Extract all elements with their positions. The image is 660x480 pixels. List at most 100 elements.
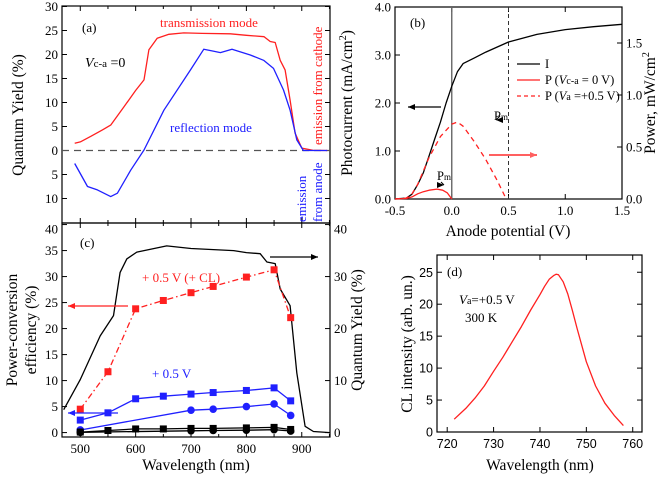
- panel-c-label: (c): [80, 235, 94, 250]
- series-line: [394, 188, 453, 200]
- y2-tick-label: 10: [334, 373, 347, 388]
- transmission-mode-label: transmission mode: [160, 15, 258, 30]
- legend: I P (Vc-a = 0 V) P (Va =+0.5 V): [517, 57, 620, 103]
- panel-c-ylabel-2: efficiency (%): [23, 286, 40, 375]
- panel-b-ylabel: Photocurrent (mA/cm2): [338, 30, 356, 176]
- panel-d-ylabel: CL intensity (arb. un.): [399, 275, 416, 413]
- data-point-circle: [209, 405, 217, 413]
- data-point-square: [132, 305, 140, 313]
- panel-b-xlabel: Anode potential (V): [446, 223, 571, 240]
- y-tick-label: 30: [45, 0, 58, 14]
- data-point-square: [287, 314, 295, 322]
- panel-c-y2label: Quantum Yield (%): [349, 269, 366, 391]
- data-point-square: [76, 416, 84, 424]
- y2-tick-label: 0.0: [626, 192, 642, 207]
- cl-series-label: + 0.5 V (+ CL): [142, 270, 220, 285]
- series-line: [74, 32, 328, 152]
- left-arrow-photocurrent-head: [408, 104, 415, 110]
- y-tick-label: 20: [45, 47, 58, 62]
- x-tick-label: 0.5: [500, 203, 516, 218]
- y-tick-label: 5: [426, 394, 433, 408]
- x-tick-label: 720: [437, 437, 458, 451]
- panel-d-marks: 720 730 740 750 760 0 5 10 15 20 25: [419, 254, 643, 451]
- y-tick-label: 10: [419, 362, 433, 376]
- data-point-square: [159, 425, 167, 433]
- y-tick-label: 30: [45, 269, 58, 284]
- legend-item-i: I: [545, 57, 549, 71]
- data-point-square: [242, 273, 250, 281]
- va-label: Va=+0.5 V: [459, 292, 515, 307]
- series-line: [80, 387, 292, 421]
- x-tick-label: 1.0: [557, 203, 573, 218]
- plus05-series-label: + 0.5 V: [152, 366, 192, 381]
- y-tick-label: 5: [52, 119, 59, 134]
- panel-c-xlabel: Wavelength (nm): [142, 457, 250, 474]
- x-tick-label: 500: [71, 441, 91, 456]
- legend-item-p0: P (Vc-a = 0 V): [545, 73, 614, 87]
- y-tick-label: 4.0: [375, 0, 391, 15]
- data-point-circle: [76, 428, 85, 437]
- data-point-circle: [187, 426, 195, 435]
- y-tick-label: 10: [45, 373, 58, 388]
- data-point-square: [270, 384, 278, 392]
- data-point-square: [132, 395, 140, 403]
- series-line: [79, 269, 292, 410]
- data-point-circle: [209, 426, 217, 435]
- series-line: [74, 48, 328, 198]
- y-tick-label: 10: [45, 191, 58, 206]
- data-point-square: [159, 296, 167, 304]
- y-tick-label: 10: [45, 95, 58, 110]
- series-line: [80, 403, 292, 431]
- x-tick-label: 760: [622, 437, 643, 451]
- data-point-circle: [286, 427, 295, 435]
- emission-cathode-label: emission from cathode: [310, 26, 325, 145]
- data-point-square: [287, 397, 295, 405]
- y-tick-label: 20: [419, 298, 433, 312]
- y2-tick-label: 1.0: [626, 87, 642, 102]
- y2-tick-label: 1.5: [626, 35, 642, 50]
- data-point-square: [76, 405, 84, 413]
- y-tick-label: 25: [45, 295, 58, 310]
- data-point-square: [187, 390, 195, 398]
- x-tick-label: 700: [181, 441, 201, 456]
- series-line: [394, 121, 507, 200]
- y2-tick-label: 30: [334, 269, 347, 284]
- data-point-square: [159, 392, 167, 400]
- series-line: [63, 245, 331, 434]
- y-tick-label: 0: [52, 425, 59, 440]
- x-tick-label: 750: [576, 437, 597, 451]
- x-tick-label: 900: [292, 441, 312, 456]
- data-point-circle: [270, 400, 278, 408]
- data-point-square: [104, 426, 112, 434]
- data-point-circle: [242, 402, 251, 411]
- y-tick-label: 2.0: [375, 96, 391, 111]
- x-tick-label: 740: [530, 437, 551, 451]
- y-tick-label: 40: [45, 222, 58, 237]
- y2-tick-label: 0: [334, 425, 341, 440]
- right-arrow-quantum-yield-head: [311, 254, 318, 260]
- x-tick-label: 600: [126, 441, 146, 456]
- pm-label-solid: Pm: [437, 169, 451, 183]
- data-point-circle: [286, 411, 295, 420]
- y-tick-label: 3.0: [375, 48, 391, 63]
- y-tick-label: 35: [45, 243, 58, 258]
- y-tick-label: 20: [45, 321, 58, 336]
- y-tick-label: 5: [52, 399, 59, 414]
- pm-pointer-solid: [440, 181, 445, 186]
- data-point-square: [270, 266, 278, 274]
- emission-anode-label-2: from anode: [310, 162, 325, 222]
- x-tick-label: 730: [483, 437, 504, 451]
- data-point-square: [242, 386, 250, 394]
- data-point-square: [187, 289, 195, 297]
- pm-label-dashed: Pm: [494, 109, 508, 123]
- y2-tick-label: 20: [334, 321, 347, 336]
- y-tick-label: 0: [426, 426, 433, 440]
- y-tick-label: 15: [419, 330, 433, 344]
- data-point-circle: [270, 425, 278, 434]
- right-arrow-power-head: [530, 152, 537, 158]
- panel-c-frame: [61, 222, 331, 438]
- left-arrow-cl-head: [68, 303, 75, 309]
